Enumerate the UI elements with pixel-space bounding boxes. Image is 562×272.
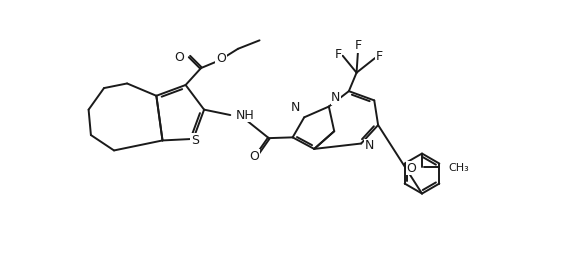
Text: F: F bbox=[355, 39, 362, 52]
Text: O: O bbox=[216, 52, 226, 65]
Text: NH: NH bbox=[235, 109, 255, 122]
Text: O: O bbox=[174, 51, 184, 64]
Text: N: N bbox=[331, 91, 341, 104]
Text: N: N bbox=[365, 139, 374, 152]
Text: S: S bbox=[191, 134, 199, 147]
Text: N: N bbox=[291, 101, 300, 114]
Text: F: F bbox=[334, 48, 342, 61]
Text: O: O bbox=[407, 162, 416, 175]
Text: F: F bbox=[376, 50, 383, 63]
Text: CH₃: CH₃ bbox=[448, 163, 469, 173]
Text: O: O bbox=[249, 150, 259, 163]
